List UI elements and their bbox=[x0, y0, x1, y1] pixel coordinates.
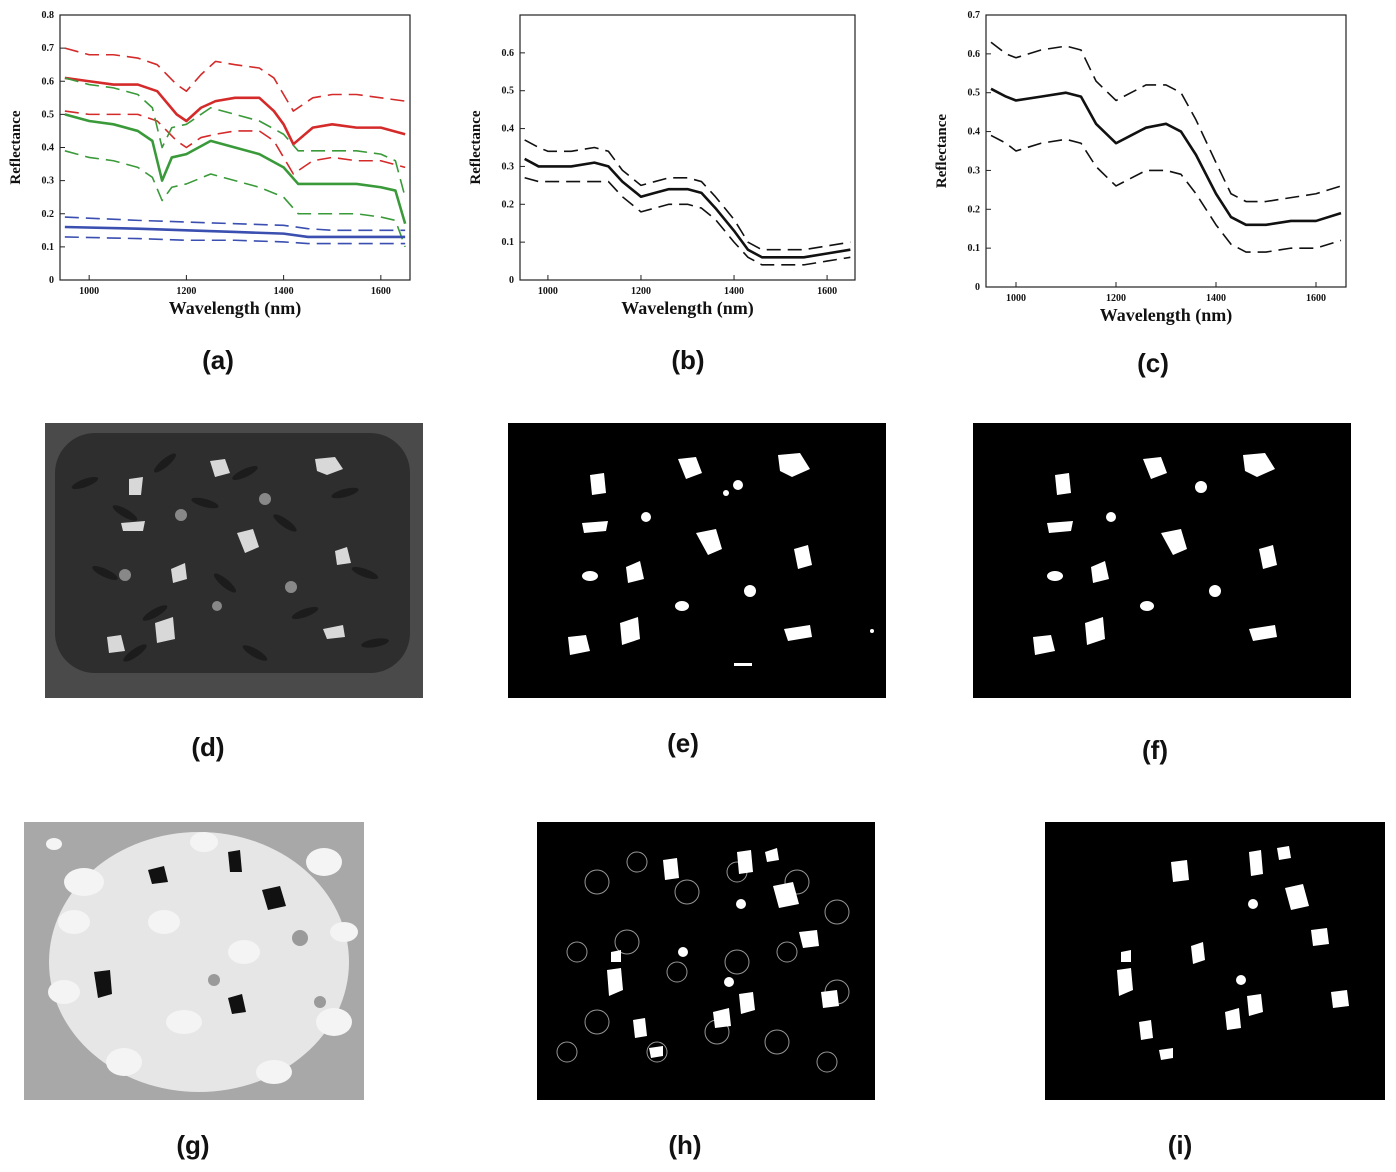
caption-a: (a) bbox=[202, 345, 234, 375]
image-d-grayscale-grains bbox=[45, 423, 423, 698]
y-tick-label: 0.3 bbox=[968, 165, 981, 176]
image-e-binary-segmentation bbox=[508, 423, 886, 698]
y-axis-label: Reflectance bbox=[8, 110, 24, 184]
series-line bbox=[990, 87, 1342, 227]
y-tick-label: 0.3 bbox=[502, 161, 515, 172]
x-tick-label: 1400 bbox=[724, 286, 744, 297]
x-axis-label: Wavelength (nm) bbox=[169, 298, 302, 319]
x-tick-label: 1400 bbox=[1206, 293, 1226, 304]
image-h-edge-segmentation bbox=[537, 822, 875, 1100]
y-tick-label: 0.2 bbox=[502, 199, 515, 210]
x-tick-label: 1200 bbox=[631, 286, 651, 297]
y-tick-label: 0.8 bbox=[42, 10, 55, 21]
series-line bbox=[524, 139, 851, 251]
series-line bbox=[64, 113, 407, 225]
y-axis-label: Reflectance bbox=[934, 114, 950, 188]
y-tick-label: 0.5 bbox=[42, 109, 55, 120]
series-line bbox=[64, 110, 406, 175]
chart-b: 0 0.1 0.2 0.3 0.4 0.5 0.6 1000 1200 1400 1600 Wavel… bbox=[468, 14, 856, 319]
image-g-grayscale-grains bbox=[24, 822, 364, 1100]
y-tick-label: 0.4 bbox=[968, 127, 981, 138]
plot-frame bbox=[519, 14, 856, 281]
x-tick-label: 1600 bbox=[371, 286, 391, 297]
image-i-cleaned-segmentation bbox=[1045, 822, 1385, 1100]
y-tick-label: 0.4 bbox=[42, 143, 55, 154]
y-tick-label: 0.7 bbox=[968, 10, 981, 21]
series-line bbox=[64, 236, 406, 245]
series-line bbox=[64, 47, 406, 112]
y-tick-label: 0.5 bbox=[502, 86, 515, 97]
series-line bbox=[990, 134, 1342, 253]
x-tick-label: 1000 bbox=[79, 286, 99, 297]
caption-h: (h) bbox=[668, 1130, 702, 1160]
y-tick-label: 0.1 bbox=[968, 243, 981, 254]
y-tick-label: 0.5 bbox=[968, 88, 981, 99]
caption-d: (d) bbox=[191, 732, 225, 762]
x-axis-label: Wavelength (nm) bbox=[1100, 305, 1233, 326]
y-tick-label: 0 bbox=[49, 275, 54, 286]
caption-c: (c) bbox=[1137, 348, 1169, 378]
x-tick-label: 1600 bbox=[1306, 293, 1326, 304]
x-tick-label: 1000 bbox=[538, 286, 558, 297]
y-tick-label: 0.7 bbox=[42, 43, 55, 54]
chart-a: 0 0.1 0.2 0.3 0.4 0.5 0.6 0.7 0.8 1000 1200 1400 160… bbox=[8, 10, 411, 319]
image-f-cleaned-segmentation bbox=[973, 423, 1351, 698]
y-tick-label: 0.1 bbox=[42, 242, 55, 253]
y-tick-label: 0.2 bbox=[42, 209, 55, 220]
series-line bbox=[64, 77, 406, 198]
series-line bbox=[524, 177, 851, 266]
series-line bbox=[524, 157, 851, 259]
y-tick-label: 0.1 bbox=[502, 237, 515, 248]
series-line bbox=[990, 41, 1342, 203]
y-tick-label: 0.2 bbox=[968, 204, 981, 215]
x-tick-label: 1600 bbox=[817, 286, 837, 297]
y-tick-label: 0.6 bbox=[502, 48, 515, 59]
x-axis-label: Wavelength (nm) bbox=[621, 298, 754, 319]
x-tick-label: 1000 bbox=[1006, 293, 1026, 304]
y-tick-label: 0 bbox=[975, 282, 980, 293]
y-tick-label: 0.3 bbox=[42, 176, 55, 187]
y-axis-label: Reflectance bbox=[468, 110, 484, 184]
plot-frame bbox=[985, 14, 1347, 288]
x-tick-label: 1400 bbox=[274, 286, 294, 297]
series-line bbox=[64, 76, 406, 146]
x-tick-label: 1200 bbox=[176, 286, 196, 297]
y-tick-label: 0 bbox=[509, 275, 514, 286]
series-line bbox=[64, 216, 406, 232]
y-tick-label: 0.6 bbox=[42, 76, 55, 87]
caption-e: (e) bbox=[667, 728, 699, 758]
caption-b: (b) bbox=[671, 345, 705, 375]
series-line bbox=[64, 225, 406, 239]
caption-g: (g) bbox=[176, 1130, 210, 1160]
chart-c: 0 0.1 0.2 0.3 0.4 0.5 0.6 0.7 1000 1200 1400 1600 Wa… bbox=[934, 10, 1347, 326]
y-tick-label: 0.4 bbox=[502, 124, 515, 135]
x-tick-label: 1200 bbox=[1106, 293, 1126, 304]
y-tick-label: 0.6 bbox=[968, 49, 981, 60]
series-line bbox=[64, 150, 406, 248]
caption-f: (f) bbox=[1142, 735, 1168, 765]
caption-i: (i) bbox=[1167, 1130, 1193, 1160]
